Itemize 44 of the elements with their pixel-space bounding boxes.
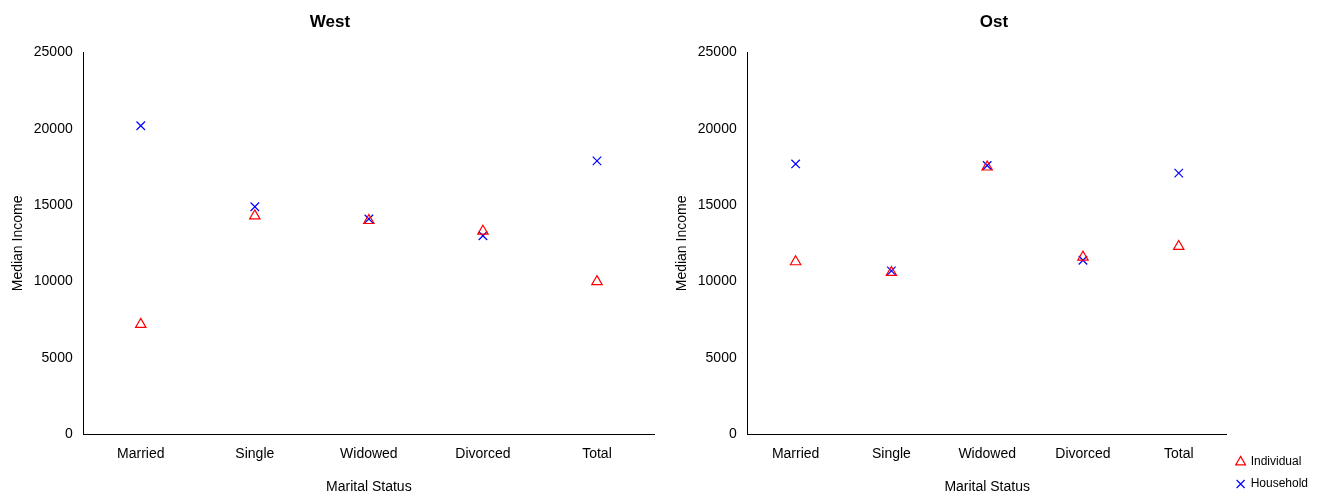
x-tick-label: Single	[871, 444, 912, 461]
x-tick-label: Widowed	[340, 444, 398, 461]
point	[1077, 250, 1089, 261]
x-tick-label: Total	[1163, 444, 1194, 461]
point	[1173, 168, 1184, 178]
point	[789, 255, 802, 266]
legend-label: Individual	[1250, 454, 1302, 469]
y-tick-label: 10000	[697, 272, 737, 289]
x-axis-title: Marital Status	[944, 478, 1030, 495]
y-tick-label: 5000	[41, 348, 73, 365]
x-tick-label: Married	[117, 444, 165, 461]
y-tick-label: 15000	[33, 196, 73, 213]
x-tick-label: Divorced	[1055, 444, 1111, 461]
y-tick-label: 20000	[33, 119, 73, 136]
point	[1172, 239, 1185, 251]
chart-title: Ost	[979, 11, 1009, 31]
y-tick-label: 20000	[697, 119, 737, 136]
x-tick-label: Widowed	[958, 444, 1016, 461]
x-tick-label: Single	[235, 444, 275, 461]
x-axis-title: Marital Status	[326, 478, 412, 495]
point	[134, 317, 147, 328]
point	[478, 230, 488, 241]
point	[592, 156, 602, 166]
point	[1078, 255, 1088, 266]
y-tick-label: 15000	[697, 196, 737, 213]
y-tick-label: 0	[728, 425, 737, 442]
legend-label: Household	[1250, 476, 1308, 491]
y-tick-label: 25000	[697, 43, 737, 60]
point	[249, 201, 260, 212]
y-tick-label: 0	[64, 425, 73, 442]
y-tick-label: 25000	[33, 43, 73, 60]
chart-title: West	[309, 11, 351, 31]
point	[790, 159, 801, 169]
y-axis-title: Median Income	[673, 195, 690, 292]
point	[249, 209, 261, 220]
x-tick-label: Married	[771, 444, 820, 461]
y-tick-label: 10000	[33, 272, 73, 289]
point	[591, 275, 603, 286]
x-tick-label: Total	[582, 444, 612, 461]
y-tick-label: 5000	[705, 348, 737, 365]
point	[477, 224, 489, 235]
x-tick-label: Divorced	[455, 444, 511, 461]
point	[135, 120, 146, 131]
y-axis-title: Median Income	[9, 195, 26, 292]
